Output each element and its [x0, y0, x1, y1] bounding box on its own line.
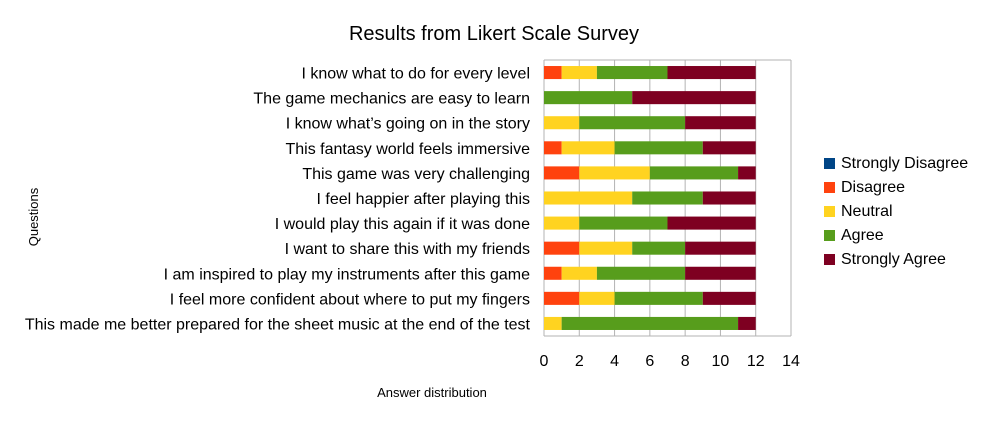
bar-segment [561, 141, 615, 155]
bar-segment [738, 166, 756, 180]
bar-segment [667, 66, 756, 80]
bar-segment [685, 116, 756, 130]
category-label: I would play this again if it was done [275, 216, 530, 233]
bar-segment [614, 291, 703, 305]
bar-segment [632, 241, 686, 255]
bar-segment [596, 66, 668, 80]
legend-label: Strongly Disagree [841, 155, 968, 172]
x-tick-label: 8 [681, 353, 690, 370]
x-tick-label: 6 [645, 353, 654, 370]
bar-segment [632, 191, 703, 205]
legend-swatch [824, 254, 835, 265]
legend-label: Disagree [841, 179, 905, 196]
x-tick-label: 4 [610, 353, 619, 370]
bar-segment [544, 166, 580, 180]
bar-segment [561, 66, 597, 80]
bar-segment [544, 116, 580, 130]
bar-segment [579, 216, 668, 230]
category-label: I know what’s going on in the story [286, 116, 530, 133]
bar-segment [649, 166, 739, 180]
bar-segment [561, 266, 597, 280]
x-tick-label: 14 [782, 353, 800, 370]
x-tick-label: 10 [712, 353, 730, 370]
bar-segment [632, 91, 756, 105]
bar-segment [702, 191, 756, 205]
bar-segment [579, 291, 615, 305]
category-label: This fantasy world feels immersive [285, 141, 530, 158]
category-label: This made me better prepared for the she… [25, 316, 531, 333]
legend-swatch [824, 158, 835, 169]
category-label: The game mechanics are easy to learn [253, 91, 530, 108]
bar-segment [667, 216, 756, 230]
chart-title: Results from Likert Scale Survey [349, 23, 639, 45]
legend-label: Strongly Agree [841, 251, 946, 268]
bar-segment [702, 291, 756, 305]
bar-segment [544, 141, 562, 155]
bar-segment [544, 291, 580, 305]
category-label: I am inspired to play my instruments aft… [164, 266, 530, 283]
bar-segment [596, 266, 686, 280]
legend-swatch [824, 206, 835, 217]
category-label: I want to share this with my friends [285, 241, 530, 258]
bars [544, 66, 756, 330]
bar-segment [579, 241, 633, 255]
category-label: I feel happier after playing this [317, 191, 530, 208]
y-axis-label: Questions [26, 187, 41, 246]
bar-segment [544, 216, 580, 230]
bar-segment [544, 241, 580, 255]
bar-segment [614, 141, 703, 155]
x-tick-label: 2 [575, 353, 584, 370]
bar-segment [702, 141, 756, 155]
bar-segment [544, 191, 633, 205]
x-axis-label: Answer distribution [377, 385, 487, 400]
legend-swatch [824, 230, 835, 241]
legend-label: Neutral [841, 203, 893, 220]
category-label: I know what to do for every level [301, 66, 530, 83]
bar-segment [544, 316, 562, 330]
bar-segment [544, 266, 562, 280]
bar-segment [738, 316, 756, 330]
legend-label: Agree [841, 227, 884, 244]
bar-segment [685, 266, 756, 280]
category-label: This game was very challenging [302, 166, 530, 183]
category-label: I feel more confident about where to put… [170, 291, 530, 308]
legend-swatch [824, 182, 835, 193]
x-tick-label: 12 [747, 353, 765, 370]
bar-segment [544, 66, 562, 80]
category-labels: I know what to do for every level The gam… [25, 66, 531, 334]
bar-segment [685, 241, 756, 255]
x-tick-label: 0 [540, 353, 549, 370]
bar-segment [579, 166, 650, 180]
x-tick-labels: 0 2 4 6 8 10 12 14 [540, 353, 800, 370]
bar-segment [561, 316, 739, 330]
bar-segment [544, 91, 633, 105]
bar-segment [579, 116, 686, 130]
legend: Strongly Disagree Disagree Neutral Agree Str… [824, 155, 968, 268]
